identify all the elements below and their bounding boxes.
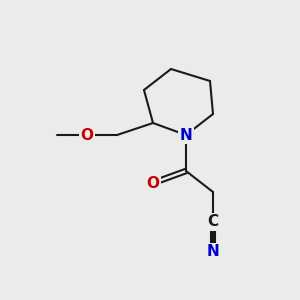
Text: N: N <box>180 128 192 142</box>
Text: O: O <box>146 176 160 190</box>
Text: C: C <box>207 214 219 230</box>
Text: O: O <box>80 128 94 142</box>
Text: N: N <box>207 244 219 260</box>
